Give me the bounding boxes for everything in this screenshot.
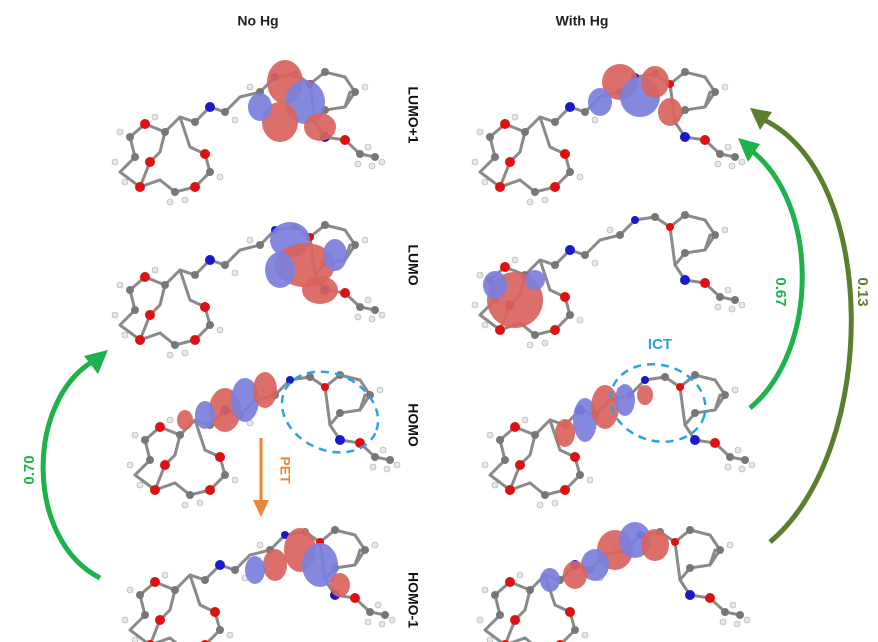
transition-arrow [43, 360, 100, 578]
orbital-label: LUMO [405, 244, 421, 285]
transition-arrow [760, 118, 851, 542]
transition-label: 0.67 [772, 277, 789, 306]
molecule [477, 522, 750, 642]
orbital-label: HOMO [405, 403, 421, 447]
column-title: With Hg [556, 13, 609, 29]
molecule [472, 64, 745, 205]
molecule [127, 371, 400, 508]
molecule [472, 211, 745, 348]
transition-label: 0.70 [21, 455, 38, 484]
arrow-head [750, 108, 772, 130]
column-title: No Hg [237, 13, 278, 29]
molecule [482, 371, 755, 508]
orbital-label: HOMO-1 [405, 572, 421, 628]
figure: No Hg With Hg LUMO+1 LUMO HOMO HOMO-1 IC… [0, 0, 878, 642]
molecule [112, 60, 385, 205]
ict-region [269, 356, 392, 467]
molecule [112, 221, 385, 358]
molecule [122, 526, 395, 642]
arrow-head [253, 500, 269, 517]
transition-label: 0.13 [854, 277, 871, 306]
orbital-label: LUMO+1 [405, 86, 421, 143]
ict-label: ICT [648, 336, 672, 353]
pet-label: PET [277, 456, 293, 484]
